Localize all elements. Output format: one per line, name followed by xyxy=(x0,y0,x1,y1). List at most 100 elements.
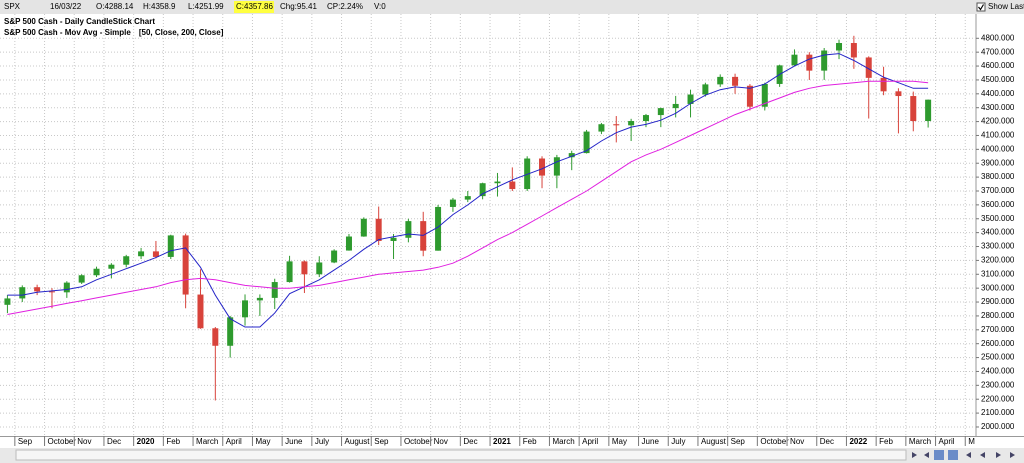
moving-average-line xyxy=(7,80,929,315)
zoom-button[interactable] xyxy=(934,450,944,460)
legend-entry: 200, Close xyxy=(181,28,221,37)
y-tick-label: 2100.000 xyxy=(981,408,1015,417)
plot-area xyxy=(0,14,976,436)
candle-body xyxy=(568,153,575,158)
y-tick-label: 2400.000 xyxy=(981,367,1015,376)
x-tick-label: May xyxy=(255,437,270,446)
candle-body xyxy=(375,218,382,241)
nav-buttons[interactable] xyxy=(966,452,1015,458)
candle-body xyxy=(4,298,11,305)
candle-body xyxy=(182,235,189,295)
x-tick-label: March xyxy=(552,437,574,446)
scroll-track[interactable] xyxy=(15,449,907,461)
legend-separator: , xyxy=(177,28,181,37)
candle-body xyxy=(553,157,560,176)
candle-body xyxy=(925,99,932,122)
candle-body xyxy=(242,300,249,318)
x-tick-label: June xyxy=(285,437,303,446)
show-last-label[interactable]: Show Last xyxy=(988,2,1024,11)
candle-body xyxy=(479,183,486,197)
x-tick-label: Nov xyxy=(77,437,91,446)
change-percent: CP:2.24% xyxy=(327,2,363,11)
x-tick-label: Sep xyxy=(731,437,746,446)
y-tick-label: 3500.000 xyxy=(981,214,1015,223)
x-tick-label: 2022 xyxy=(849,437,867,446)
y-tick-label: 2500.000 xyxy=(981,353,1015,362)
y-tick-label: 2300.000 xyxy=(981,380,1015,389)
legend-entry: 50, Close xyxy=(142,28,178,37)
close: C:4357.86 xyxy=(236,2,273,11)
candle-body xyxy=(880,77,887,92)
high: H:4358.9 xyxy=(143,2,176,11)
x-tick-label: April xyxy=(939,437,955,446)
x-tick-label: April xyxy=(582,437,598,446)
x-tick-label: October xyxy=(404,437,433,446)
y-tick-label: 4700.000 xyxy=(981,47,1015,56)
y-tick-label: 2000.000 xyxy=(981,422,1015,431)
candle-body xyxy=(494,181,501,184)
y-tick-label: 4500.000 xyxy=(981,75,1015,84)
show-last-checkbox[interactable] xyxy=(976,2,986,12)
x-tick-label: March xyxy=(196,437,218,446)
x-tick-label: Dec xyxy=(463,437,477,446)
y-tick-label: 2900.000 xyxy=(981,297,1015,306)
change: Chg:95.41 xyxy=(280,2,317,11)
scroll-buttons[interactable] xyxy=(912,452,929,458)
open: O:4288.14 xyxy=(96,2,134,11)
x-tick-label: May xyxy=(612,437,627,446)
x-tick-label: Sep xyxy=(18,437,33,446)
x-tick-label: June xyxy=(642,437,660,446)
candle-body xyxy=(449,199,456,207)
y-tick-label: 2600.000 xyxy=(981,339,1015,348)
candle-body xyxy=(657,108,664,116)
zoom-button[interactable] xyxy=(948,450,958,460)
y-tick-label: 3400.000 xyxy=(981,228,1015,237)
x-tick-label: April xyxy=(226,437,242,446)
y-tick-label: 3300.000 xyxy=(981,242,1015,251)
x-tick-label: March xyxy=(909,437,931,446)
chart-title: S&P 500 Cash - Daily CandleStick Chart xyxy=(4,17,155,26)
candle-body xyxy=(48,291,55,293)
legend: S&P 500 Cash - Mov Avg - Simple [50, Clos… xyxy=(4,28,224,37)
candle-body xyxy=(123,256,130,265)
candle-body xyxy=(19,287,26,299)
candle-body xyxy=(360,218,367,237)
y-tick-label: 2700.000 xyxy=(981,325,1015,334)
candle-body xyxy=(197,294,204,329)
candle-body xyxy=(34,287,41,292)
y-tick-label: 4400.000 xyxy=(981,89,1015,98)
y-tick-label: 4600.000 xyxy=(981,61,1015,70)
y-tick-label: 3000.000 xyxy=(981,283,1015,292)
y-tick-label: 2200.000 xyxy=(981,394,1015,403)
candle-body xyxy=(642,115,649,122)
candle-body xyxy=(345,236,352,251)
x-tick-label: Feb xyxy=(523,437,537,446)
legend-bracket: ] xyxy=(221,28,224,37)
candle-body xyxy=(717,76,724,85)
candle-body xyxy=(836,43,843,51)
candle-body xyxy=(583,131,590,154)
candle-body xyxy=(850,43,857,58)
candle-body xyxy=(895,91,902,97)
x-tick-label: Dec xyxy=(820,437,834,446)
candle-body xyxy=(539,158,546,176)
x-tick-label: October xyxy=(760,437,789,446)
candle-body xyxy=(791,54,798,66)
x-tick-label: 2020 xyxy=(137,437,155,446)
candle-body xyxy=(271,282,278,298)
y-tick-label: 4200.000 xyxy=(981,117,1015,126)
y-tick-label: 3100.000 xyxy=(981,269,1015,278)
moving-average-line xyxy=(7,53,929,328)
x-tick-label: July xyxy=(671,437,685,446)
symbol: SPX xyxy=(4,2,21,11)
candle-body xyxy=(732,76,739,86)
y-tick-label: 4000.000 xyxy=(981,144,1015,153)
close-highlight xyxy=(234,1,274,13)
candle-body xyxy=(598,124,605,132)
candle-body xyxy=(435,206,442,251)
candle-body xyxy=(138,251,145,257)
candle-body xyxy=(390,237,397,241)
candle-body xyxy=(212,328,219,346)
candle-body xyxy=(509,181,516,190)
date: 16/03/22 xyxy=(50,2,82,11)
